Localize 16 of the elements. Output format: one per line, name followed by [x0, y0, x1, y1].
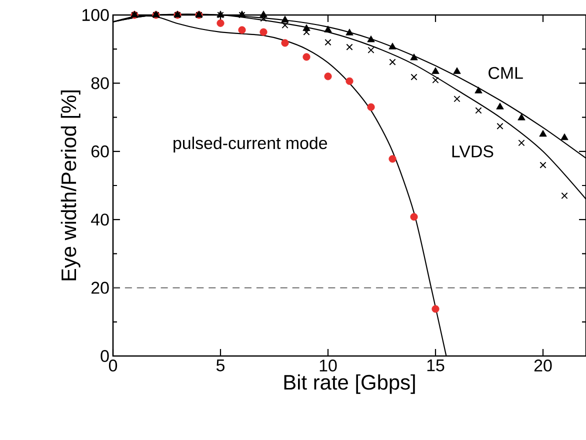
series-label: LVDS	[452, 145, 494, 158]
y-axis-title: Eye width/Period [%]	[60, 90, 80, 280]
x-tick-label: 5	[216, 360, 224, 372]
y-tick-label: 40	[91, 214, 109, 226]
x-tick-label: 0	[108, 360, 118, 372]
y-tick-label: 0	[100, 350, 109, 362]
y-tick-label: 20	[92, 282, 109, 294]
series-label: CML	[488, 66, 523, 79]
x-tick-label: 15	[427, 360, 444, 372]
y-tick-label: 80	[91, 77, 109, 90]
y-tick-label: 100	[82, 9, 109, 21]
x-tick-label: 20	[534, 360, 552, 372]
y-tick-label: 60	[92, 145, 109, 158]
x-tick-label: 10	[320, 360, 337, 372]
text: pulsed-current mode	[174, 136, 328, 152]
x-axis-title: Bit rate [Gbps]	[284, 374, 415, 394]
